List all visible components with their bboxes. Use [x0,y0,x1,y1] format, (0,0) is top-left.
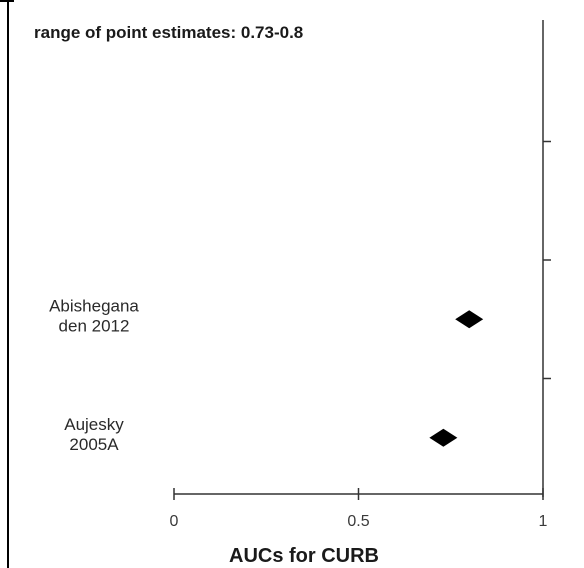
x-axis-title: AUCs for CURB [229,545,379,567]
x-tick-label-1: 0.5 [347,513,369,530]
study-label-0-line-1: den 2012 [59,316,130,335]
x-axis-ticks: 0 0.5 1 [170,488,548,530]
estimate-marker-0 [455,310,484,329]
y-axis-ticks [543,140,551,380]
estimate-marker-1 [429,428,458,447]
study-label-0-line-0: Abishegana [49,296,139,315]
x-tick-label-0: 0 [170,513,179,530]
x-tick-label-2: 1 [539,513,548,530]
range-annotation: range of point estimates: 0.73-0.8 [34,23,303,42]
study-label-1-line-1: 2005A [69,435,119,454]
study-label-1-line-0: Aujesky [64,415,124,434]
